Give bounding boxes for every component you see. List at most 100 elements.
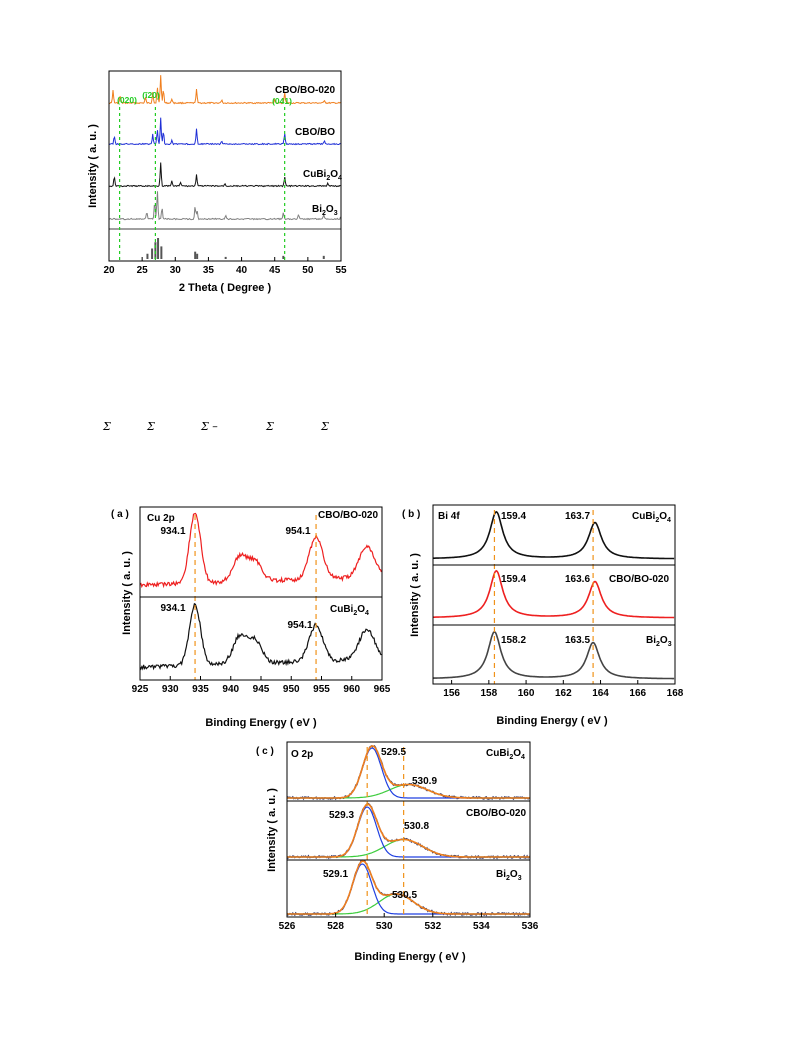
xps-panel-a: 925 930 935 940 945 950 955 960 965 ( a ) Cu 2p … (111, 506, 391, 729)
sigma-glyph: Σ (321, 420, 329, 433)
plane-label-041: (041) (272, 96, 292, 106)
xps-b-name-2: CBO/BO-020 (609, 574, 669, 585)
xps-a-peak-label: 934.1 (160, 603, 185, 614)
xps-c-peak-label: 529.3 (329, 810, 354, 821)
xrd-tick-label: 55 (335, 265, 347, 276)
xps-b-series (433, 510, 675, 560)
xps-b-y-label: Intensity ( a. u. ) (409, 553, 421, 637)
xps-c-frame (286, 741, 531, 918)
xrd-tick-label: 50 (302, 265, 314, 276)
xps-b-core-label: Bi 4f (438, 511, 460, 522)
xps-b-tick-label: 162 (555, 688, 572, 699)
xps-c-y-label: Intensity ( a. u. ) (266, 788, 278, 872)
xps-c-x-label: Binding Energy ( eV ) (354, 951, 466, 963)
sigma-glyph: Σ (103, 420, 111, 433)
xps-c-tick-label: 536 (522, 921, 539, 932)
xps-c-peak-label: 529.1 (323, 869, 348, 880)
xps-b-x-label: Binding Energy ( eV ) (496, 715, 608, 727)
xps-c-envelope-fit (287, 860, 530, 915)
xps-c-peak-label: 530.9 (412, 776, 437, 787)
xps-panel-b: 156 158 160 162 164 166 168 ( b ) Bi 4f CuBi2O… (402, 504, 684, 727)
xps-a-top-name: CBO/BO-020 (318, 510, 378, 521)
sigma-glyph: Σ (147, 420, 155, 433)
xps-b-tick-label: 158 (481, 688, 498, 699)
xps-c-tick-label: 528 (327, 921, 344, 932)
xps-c-component-2 (287, 783, 530, 799)
xrd-frame (108, 70, 342, 262)
xps-c-peak-label: 530.5 (392, 890, 417, 901)
xrd-x-label: 2 Theta ( Degree ) (179, 282, 272, 294)
xps-a-bottom-name: CuBi2O4 (330, 604, 369, 617)
xps-b-tick-label: 164 (592, 688, 609, 699)
xps-b-panel-tag: ( b ) (402, 509, 420, 520)
xps-b-tick-label: 156 (443, 688, 460, 699)
xrd-series-cbo-bo (108, 117, 341, 146)
xps-b-name-1: CuBi2O4 (632, 511, 671, 524)
xrd-label-bi2o3: Bi2O3 (312, 204, 338, 217)
xps-b-peak-label: 163.6 (565, 574, 590, 585)
xrd-tick-label: 30 (170, 265, 182, 276)
xps-b-peak-label: 159.4 (501, 574, 526, 585)
xrd-series-bi2o3 (108, 191, 341, 221)
xps-b-series (433, 569, 675, 619)
xps-c-name-3: Bi2O3 (496, 869, 522, 882)
xps-a-peak-label: 954.1 (287, 620, 312, 631)
xps-a-series (139, 602, 382, 671)
xps-c-envelope-fit (287, 745, 530, 799)
xps-c-panel-tag: ( c ) (256, 746, 274, 757)
xrd-tick-label: 40 (236, 265, 248, 276)
xps-b-series (432, 630, 675, 680)
xps-b-frame (432, 504, 676, 685)
xps-b-peak-label: 159.4 (501, 511, 526, 522)
xrd-tick-label: 35 (203, 265, 215, 276)
xps-c-peak-label: 530.8 (404, 821, 429, 832)
xps-a-x-axis: 925 930 935 940 945 950 955 960 965 (132, 676, 391, 695)
xps-c-peak-label: 529.5 (381, 747, 406, 758)
xrd-label-cbo-bo-020: CBO/BO-020 (275, 85, 335, 96)
xps-a-tick-label: 935 (192, 684, 209, 695)
xrd-y-label: Intensity ( a. u. ) (87, 124, 99, 208)
xps-a-tick-label: 925 (132, 684, 149, 695)
xps-b-peak-label: 163.7 (565, 511, 590, 522)
xps-a-series (139, 512, 382, 589)
xrd-series-cbo-bo-020 (109, 75, 341, 105)
xps-c-tick-label: 532 (424, 921, 441, 932)
xps-a-peak-label: 954.1 (285, 526, 310, 537)
xps-c-tick-label: 526 (279, 921, 296, 932)
xps-c-tick-label: 530 (376, 921, 393, 932)
xps-b-peak-label: 158.2 (501, 635, 526, 646)
xrd-label-cbo-bo: CBO/BO (295, 127, 335, 138)
xps-a-tick-label: 940 (222, 684, 239, 695)
xps-c-component-2 (287, 838, 530, 858)
xps-b-plot-area (432, 510, 675, 684)
plane-label-020: (020) (117, 95, 137, 105)
xrd-x-axis: 20 25 30 35 40 45 50 55 (103, 257, 347, 276)
xps-c-plot-area (286, 745, 531, 917)
xps-b-tick-label: 168 (667, 688, 684, 699)
xps-b-x-axis: 156 158 160 162 164 166 168 (443, 680, 684, 699)
xps-b-tick-label: 160 (518, 688, 535, 699)
xps-c-name-1: CuBi2O4 (486, 748, 525, 761)
plane-label-120: (ī20) (142, 90, 160, 100)
xps-a-tick-label: 930 (162, 684, 179, 695)
xps-a-peak-label: 934.1 (160, 526, 185, 537)
xps-a-tick-label: 960 (343, 684, 360, 695)
xps-b-name-3: Bi2O3 (646, 635, 672, 648)
xps-c-envelope-fit (287, 803, 530, 858)
xps-b-tick-label: 166 (629, 688, 646, 699)
xps-a-tick-label: 955 (313, 684, 330, 695)
xps-c-name-2: CBO/BO-020 (466, 808, 526, 819)
xps-a-tick-label: 945 (253, 684, 270, 695)
xrd-tick-label: 25 (137, 265, 149, 276)
xps-a-tick-label: 950 (283, 684, 300, 695)
xrd-plot-area (108, 75, 341, 260)
xps-a-panel-tag: ( a ) (111, 509, 129, 520)
xrd-series-cubi2o4 (108, 162, 341, 188)
xps-a-y-label: Intensity ( a. u. ) (121, 551, 133, 635)
xps-c-x-axis: 526 528 530 532 534 536 (279, 913, 539, 932)
xrd-figure: 20 25 30 35 40 45 50 55 2 Theta ( Degree ) Inte… (87, 70, 347, 294)
xps-c-core-label: O 2p (291, 749, 313, 760)
xps-a-core-label: Cu 2p (147, 513, 175, 524)
